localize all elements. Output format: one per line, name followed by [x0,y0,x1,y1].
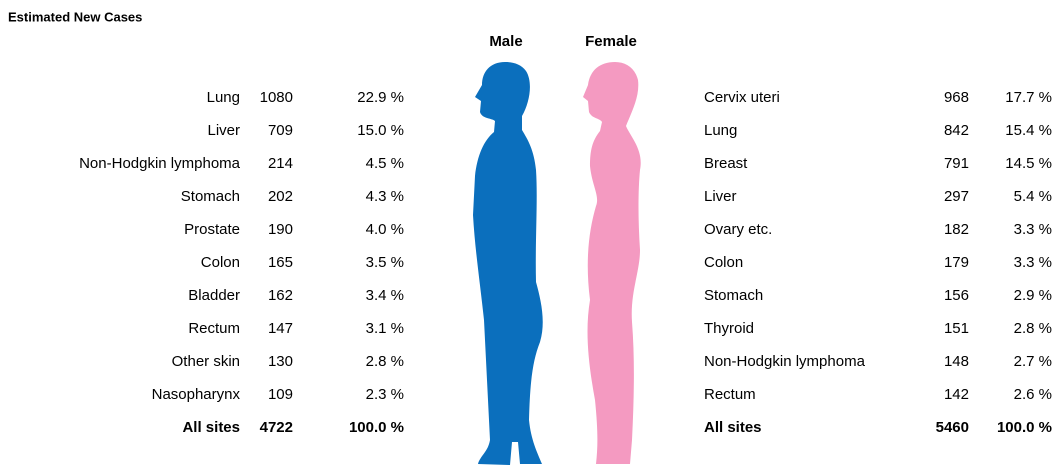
case-count: 142 [944,386,969,403]
case-percent: 17.7 % [1005,89,1052,106]
case-count: 202 [268,188,293,205]
case-count: 4722 [260,419,293,436]
case-count: 968 [944,89,969,106]
case-count: 1080 [260,89,293,106]
case-count: 162 [268,287,293,304]
case-count: 842 [944,122,969,139]
male-label: Male [489,33,522,50]
case-percent: 100.0 % [349,419,404,436]
site-name: Stomach [704,287,763,304]
case-percent: 4.5 % [366,155,404,172]
title: Estimated New Cases [8,9,142,24]
site-name: Colon [704,254,743,271]
case-percent: 15.0 % [357,122,404,139]
site-name: Thyroid [704,320,754,337]
case-percent: 22.9 % [357,89,404,106]
case-percent: 3.3 % [1014,254,1052,271]
case-count: 156 [944,287,969,304]
site-name: Rectum [188,320,240,337]
female-silhouette [583,62,641,464]
case-count: 791 [944,155,969,172]
case-count: 109 [268,386,293,403]
page: Estimated New Cases Male Female Lung 1080… [0,0,1060,468]
female-label: Female [585,33,637,50]
site-name: Non-Hodgkin lymphoma [704,353,866,370]
case-count: 297 [944,188,969,205]
case-percent: 3.4 % [366,287,404,304]
case-count: 182 [944,221,969,238]
case-count: 147 [268,320,293,337]
site-name: All sites [182,419,240,436]
case-count: 214 [268,155,293,172]
site-name: Non-Hodgkin lymphoma [79,155,241,172]
case-percent: 14.5 % [1005,155,1052,172]
case-percent: 100.0 % [997,419,1052,436]
case-count: 130 [268,353,293,370]
site-name: Liver [207,122,240,139]
site-name: Prostate [184,221,240,238]
site-name: Cervix uteri [704,89,780,106]
site-name: All sites [704,419,762,436]
case-percent: 2.6 % [1014,386,1052,403]
case-count: 148 [944,353,969,370]
site-name: Lung [704,122,737,139]
case-count: 179 [944,254,969,271]
case-count: 165 [268,254,293,271]
case-percent: 3.3 % [1014,221,1052,238]
case-count: 709 [268,122,293,139]
site-name: Nasopharynx [152,386,241,403]
male-silhouette [473,62,543,465]
case-percent: 2.8 % [366,353,404,370]
case-percent: 3.1 % [366,320,404,337]
case-percent: 15.4 % [1005,122,1052,139]
site-name: Colon [201,254,240,271]
case-percent: 2.9 % [1014,287,1052,304]
case-percent: 2.3 % [366,386,404,403]
case-percent: 4.0 % [366,221,404,238]
site-name: Stomach [181,188,240,205]
case-percent: 2.8 % [1014,320,1052,337]
site-name: Ovary etc. [704,221,772,238]
site-name: Liver [704,188,737,205]
site-name: Breast [704,155,748,172]
site-name: Other skin [172,353,240,370]
infographic: Estimated New Cases Male Female Lung 1080… [0,0,1060,468]
case-percent: 3.5 % [366,254,404,271]
case-count: 190 [268,221,293,238]
case-percent: 4.3 % [366,188,404,205]
site-name: Rectum [704,386,756,403]
case-percent: 5.4 % [1014,188,1052,205]
case-count: 5460 [936,419,969,436]
site-name: Lung [207,89,240,106]
site-name: Bladder [188,287,240,304]
case-count: 151 [944,320,969,337]
case-percent: 2.7 % [1014,353,1052,370]
